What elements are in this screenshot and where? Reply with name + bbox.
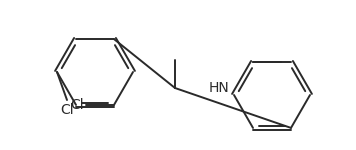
Text: Cl: Cl	[70, 98, 84, 112]
Text: Cl: Cl	[60, 103, 74, 117]
Text: HN: HN	[209, 81, 230, 95]
